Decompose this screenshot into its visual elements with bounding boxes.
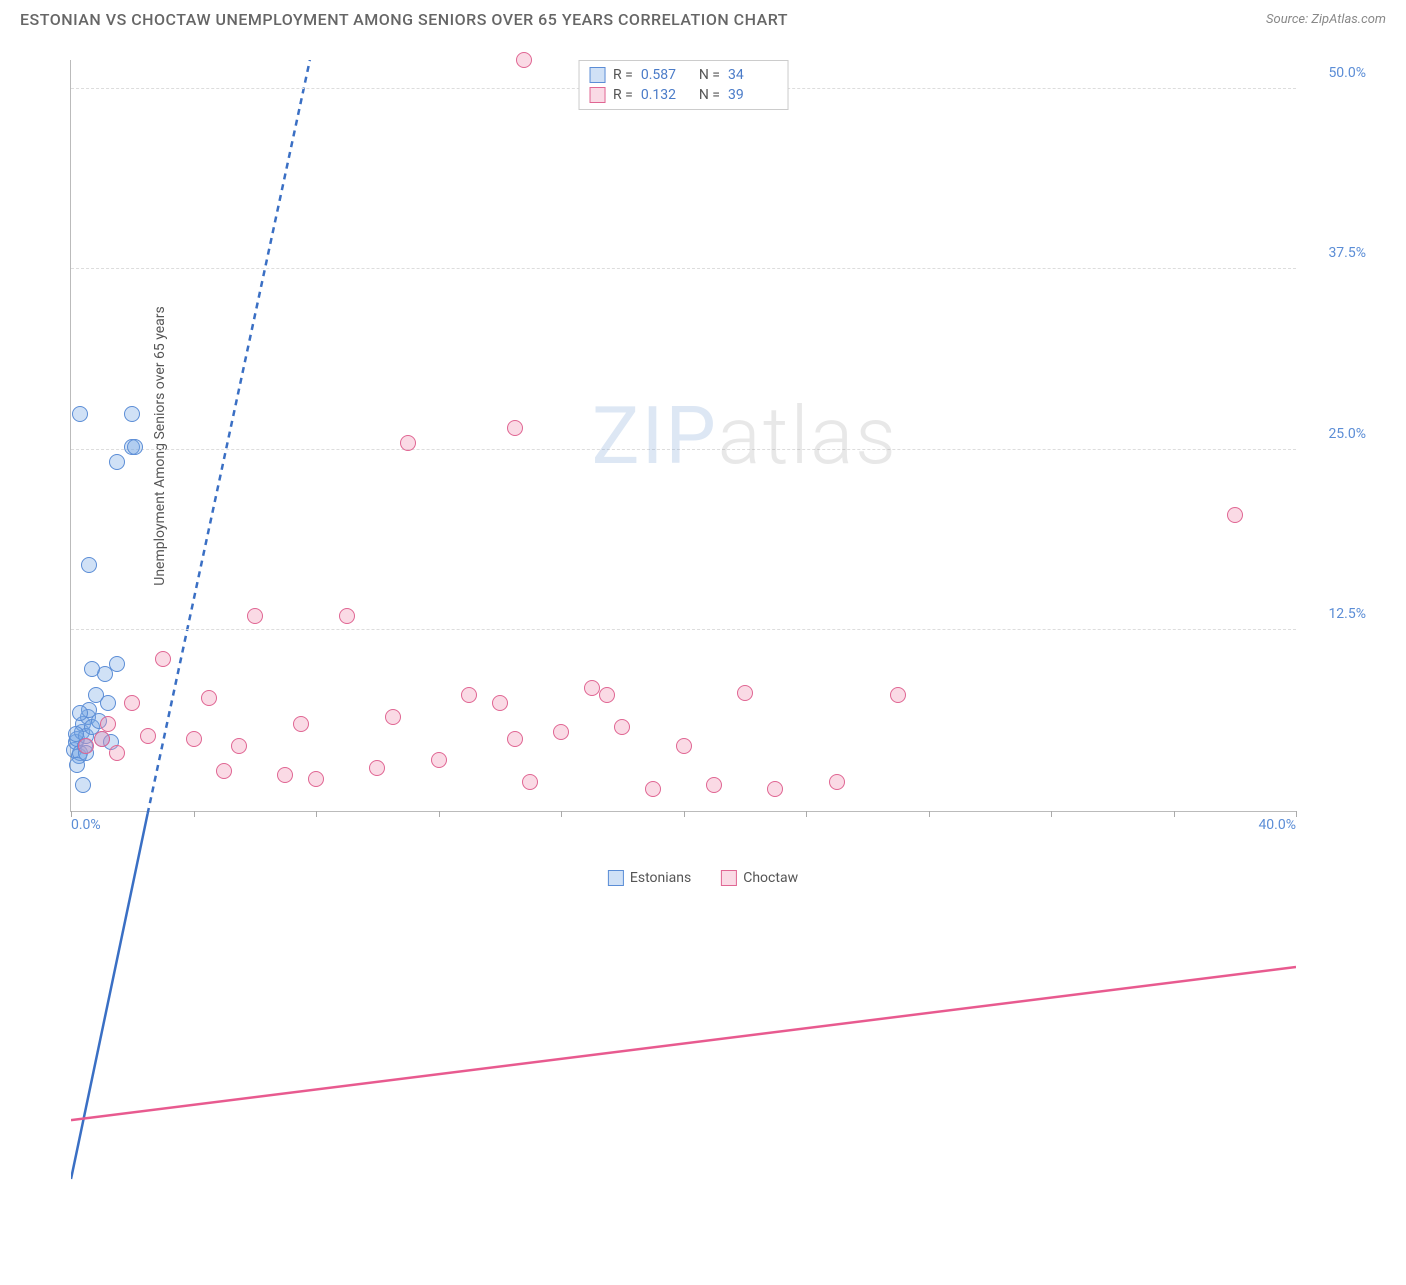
data-point	[1227, 507, 1243, 523]
x-tick	[929, 811, 930, 817]
legend-swatch	[721, 870, 737, 886]
data-point	[155, 651, 171, 667]
data-point	[293, 716, 309, 732]
legend-swatch	[589, 67, 605, 83]
header: ESTONIAN VS CHOCTAW UNEMPLOYMENT AMONG S…	[0, 0, 1406, 29]
legend-row: R = 0.132 N = 39	[589, 85, 778, 105]
gridline	[71, 629, 1296, 630]
x-tick	[71, 811, 72, 817]
y-tick-label: 12.5%	[1328, 606, 1366, 622]
data-point	[890, 687, 906, 703]
x-tick	[316, 811, 317, 817]
data-point	[124, 406, 140, 422]
x-tick	[1174, 811, 1175, 817]
data-point	[553, 724, 569, 740]
data-point	[100, 695, 116, 711]
data-point	[124, 695, 140, 711]
gridline	[71, 268, 1296, 269]
legend-swatch	[608, 870, 624, 886]
data-point	[231, 738, 247, 754]
data-point	[84, 661, 100, 677]
gridline	[71, 449, 1296, 450]
data-point	[431, 752, 447, 768]
data-point	[829, 774, 845, 790]
data-point	[100, 716, 116, 732]
legend-swatch	[589, 87, 605, 103]
data-point	[507, 420, 523, 436]
data-point	[247, 608, 263, 624]
x-tick	[1051, 811, 1052, 817]
data-point	[522, 774, 538, 790]
data-point	[94, 731, 110, 747]
watermark: ZIPatlas	[592, 389, 898, 483]
legend-r-label: R =	[613, 87, 633, 103]
data-point	[584, 680, 600, 696]
data-point	[109, 656, 125, 672]
data-point	[109, 454, 125, 470]
data-point	[645, 781, 661, 797]
data-point	[737, 685, 753, 701]
x-tick	[1296, 811, 1297, 817]
data-point	[277, 767, 293, 783]
source-label: Source: ZipAtlas.com	[1266, 12, 1386, 27]
x-tick	[561, 811, 562, 817]
data-point	[400, 435, 416, 451]
data-point	[216, 763, 232, 779]
data-point	[75, 777, 91, 793]
legend-n-value: 34	[728, 67, 778, 83]
x-tick	[806, 811, 807, 817]
data-point	[599, 687, 615, 703]
y-tick-label: 25.0%	[1328, 426, 1366, 442]
legend-series-label: Estonians	[630, 870, 691, 886]
y-tick-label: 37.5%	[1328, 245, 1366, 261]
x-axis-max-label: 40.0%	[1258, 817, 1296, 833]
data-point	[369, 760, 385, 776]
data-point	[186, 731, 202, 747]
series-legend: Estonians Choctaw	[608, 870, 798, 886]
data-point	[385, 709, 401, 725]
chart-container: Unemployment Among Seniors over 65 years…	[50, 50, 1376, 842]
legend-item: Estonians	[608, 870, 691, 886]
watermark-zip: ZIP	[592, 389, 718, 483]
data-point	[706, 777, 722, 793]
correlation-legend: R = 0.587 N = 34 R = 0.132 N = 39	[578, 60, 789, 110]
trend-lines	[71, 60, 1296, 1285]
data-point	[127, 439, 143, 455]
data-point	[72, 705, 88, 721]
data-point	[81, 557, 97, 573]
data-point	[201, 690, 217, 706]
data-point	[767, 781, 783, 797]
data-point	[109, 745, 125, 761]
data-point	[72, 406, 88, 422]
data-point	[140, 728, 156, 744]
legend-n-label: N =	[699, 67, 720, 83]
chart-title: ESTONIAN VS CHOCTAW UNEMPLOYMENT AMONG S…	[20, 10, 788, 29]
legend-r-label: R =	[613, 67, 633, 83]
plot-area: ZIPatlas R =0.587N =34R =0.132N =39 0.0%…	[70, 60, 1296, 812]
data-point	[492, 695, 508, 711]
watermark-atlas: atlas	[718, 389, 898, 483]
legend-r-value: 0.132	[641, 87, 691, 103]
data-point	[308, 771, 324, 787]
x-tick	[684, 811, 685, 817]
data-point	[676, 738, 692, 754]
legend-r-value: 0.587	[641, 67, 691, 83]
data-point	[461, 687, 477, 703]
legend-n-value: 39	[728, 87, 778, 103]
data-point	[339, 608, 355, 624]
legend-item: Choctaw	[721, 870, 798, 886]
legend-n-label: N =	[699, 87, 720, 103]
x-axis-min-label: 0.0%	[71, 817, 101, 833]
legend-row: R = 0.587 N = 34	[589, 65, 778, 85]
x-tick	[439, 811, 440, 817]
data-point	[516, 52, 532, 68]
x-tick	[194, 811, 195, 817]
data-point	[614, 719, 630, 735]
y-tick-label: 50.0%	[1328, 65, 1366, 81]
legend-series-label: Choctaw	[743, 870, 798, 886]
data-point	[78, 738, 94, 754]
data-point	[507, 731, 523, 747]
